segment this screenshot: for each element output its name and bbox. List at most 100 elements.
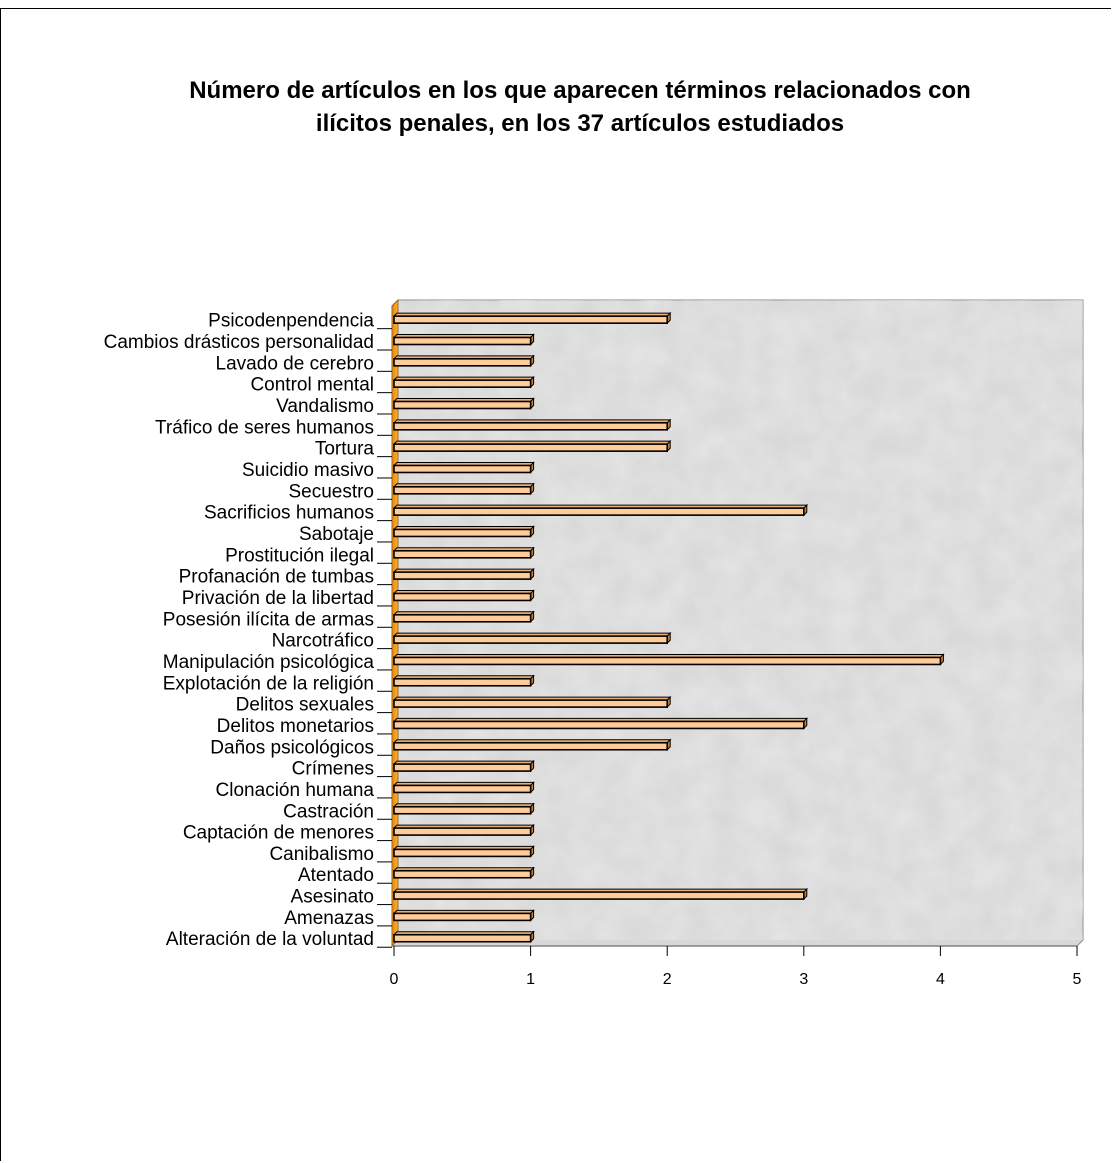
category-label: Manipulación psicológica bbox=[163, 652, 375, 673]
bar-front bbox=[393, 549, 532, 559]
category-labels: Alteración de la voluntadAmenazasAsesina… bbox=[104, 311, 392, 950]
bar bbox=[392, 823, 535, 837]
category-label: Psicodenpendencia bbox=[208, 311, 374, 332]
bar-front bbox=[393, 464, 532, 474]
bar-front bbox=[393, 763, 532, 772]
bar-front bbox=[393, 528, 532, 538]
bar bbox=[392, 866, 535, 879]
bar-front bbox=[393, 784, 532, 794]
bar bbox=[392, 930, 535, 943]
bar-front bbox=[393, 507, 805, 516]
bar bbox=[392, 461, 535, 474]
bar-front bbox=[393, 358, 532, 367]
bar bbox=[392, 887, 809, 901]
bar bbox=[392, 589, 535, 602]
bar bbox=[392, 802, 535, 815]
category-label: Tortura bbox=[315, 439, 375, 460]
bar-front bbox=[393, 635, 669, 644]
category-label: Castración bbox=[283, 801, 374, 822]
bar-front bbox=[393, 912, 532, 922]
bar bbox=[392, 717, 809, 730]
category-label: Posesión ilícita de armas bbox=[163, 609, 374, 630]
bar bbox=[392, 781, 535, 794]
bar bbox=[392, 567, 535, 581]
bar bbox=[392, 546, 535, 560]
bar-front bbox=[393, 486, 532, 495]
bar bbox=[392, 482, 535, 496]
x-axis-ticks: 0 1 2 3 4 5 bbox=[390, 946, 1082, 988]
category-label: Delitos monetarios bbox=[217, 716, 374, 737]
bar-front bbox=[393, 592, 532, 602]
bars-group bbox=[392, 311, 945, 943]
category-label: Canibalismo bbox=[269, 844, 374, 865]
category-label: Privación de la libertad bbox=[182, 588, 374, 609]
bar bbox=[392, 674, 535, 687]
bar bbox=[392, 631, 672, 645]
x-tick-label: 2 bbox=[663, 971, 672, 988]
bar bbox=[392, 653, 945, 666]
bar-front bbox=[393, 805, 532, 815]
x-tick-label: 4 bbox=[936, 971, 945, 988]
chart-frame bbox=[0, 8, 1111, 1161]
bar-front bbox=[393, 699, 669, 708]
bar-front bbox=[393, 933, 532, 943]
category-label: Alteración de la voluntad bbox=[166, 929, 374, 950]
category-label: Sacrificios humanos bbox=[204, 503, 374, 524]
category-label: Lavado de cerebro bbox=[216, 353, 374, 374]
x-tick-label: 3 bbox=[799, 971, 808, 988]
bar bbox=[392, 375, 535, 389]
category-label: Narcotráfico bbox=[272, 631, 374, 652]
bar bbox=[392, 418, 672, 432]
bar-front bbox=[393, 400, 532, 410]
category-label: Vandalismo bbox=[276, 396, 374, 417]
category-label: Suicidio masivo bbox=[242, 460, 374, 481]
x-tick-label: 5 bbox=[1073, 971, 1082, 988]
category-label: Clonación humana bbox=[216, 780, 375, 801]
bar-front bbox=[393, 720, 805, 730]
category-label: Prostitución ilegal bbox=[225, 545, 374, 566]
category-label: Explotación de la religión bbox=[163, 673, 374, 694]
bar-front bbox=[393, 336, 532, 346]
category-label: Captación de menores bbox=[183, 823, 374, 844]
bar bbox=[392, 738, 672, 751]
category-label: Tráfico de seres humanos bbox=[155, 417, 374, 438]
bar-front bbox=[393, 571, 532, 580]
category-label: Daños psicológicos bbox=[210, 737, 374, 758]
bar bbox=[392, 695, 672, 709]
bar bbox=[392, 311, 672, 325]
bar-front bbox=[393, 656, 942, 666]
bar-front bbox=[393, 741, 669, 751]
bar-front bbox=[393, 677, 532, 687]
category-label: Cambios drásticos personalidad bbox=[104, 332, 374, 353]
bar-front bbox=[393, 443, 669, 452]
bar-front bbox=[393, 379, 532, 388]
category-label: Atentado bbox=[298, 865, 374, 886]
bar bbox=[392, 610, 535, 623]
category-label: Amenazas bbox=[284, 908, 374, 929]
bar bbox=[392, 439, 672, 453]
bar-front bbox=[393, 848, 532, 858]
category-label: Crímenes bbox=[292, 759, 374, 780]
category-label: Delitos sexuales bbox=[236, 695, 374, 716]
chart-title: Número de artículos en los que aparecen … bbox=[189, 77, 971, 137]
bar-front bbox=[393, 891, 805, 900]
bar bbox=[392, 354, 535, 368]
category-label: Secuestro bbox=[288, 481, 374, 502]
bar bbox=[392, 909, 535, 922]
bar-front bbox=[393, 613, 532, 623]
bar-front bbox=[393, 827, 532, 836]
bar-front bbox=[393, 869, 532, 879]
category-label: Control mental bbox=[250, 375, 374, 396]
x-tick-label: 0 bbox=[390, 971, 399, 988]
bar bbox=[392, 759, 535, 773]
category-label: Profanación de tumbas bbox=[179, 567, 374, 588]
category-label: Sabotaje bbox=[299, 524, 374, 545]
bar bbox=[392, 503, 809, 517]
x-tick-label: 1 bbox=[526, 971, 535, 988]
bar-front bbox=[393, 315, 669, 324]
category-label: Asesinato bbox=[291, 887, 374, 908]
bar bbox=[392, 333, 535, 346]
bar bbox=[392, 525, 535, 538]
bar-front bbox=[393, 422, 669, 431]
